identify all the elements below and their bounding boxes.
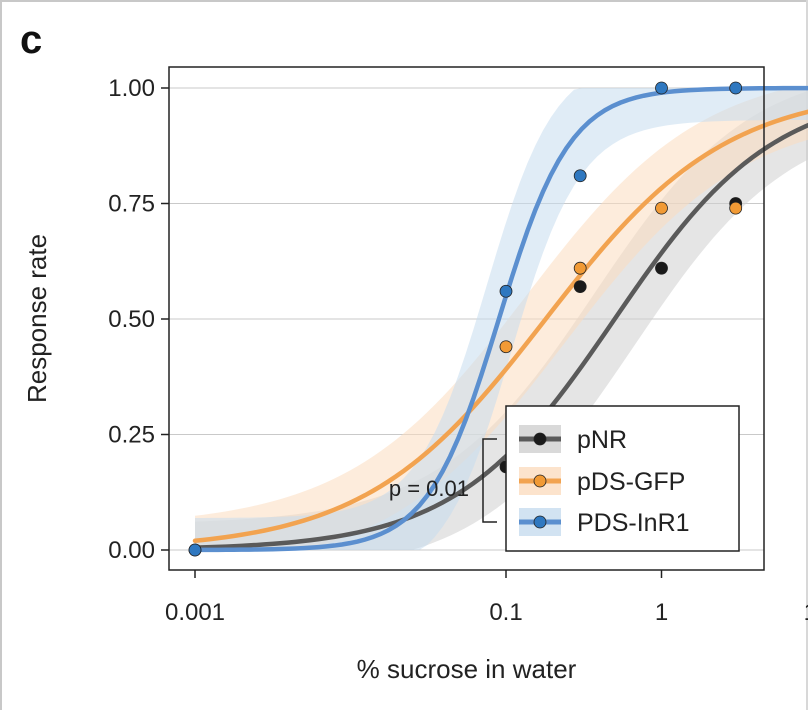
x-tick-label: 10: [804, 599, 808, 626]
frame-right-border: [806, 0, 808, 710]
legend-marker: [533, 515, 547, 529]
y-tick-label: 0.25: [108, 422, 155, 449]
significance-bracket: [482, 438, 497, 523]
x-tick-label: 0.1: [489, 599, 522, 626]
y-tick-label: 0.75: [108, 191, 155, 218]
data-point: [573, 169, 587, 183]
confidence-band: [195, 88, 808, 550]
legend-label: pNR: [577, 426, 627, 454]
data-point: [655, 261, 668, 275]
y-tick-label: 0.50: [108, 306, 155, 333]
data-point: [655, 201, 668, 215]
confidence-band: [195, 88, 808, 550]
frame-left-border: [0, 0, 2, 710]
data-point: [729, 201, 743, 215]
y-tick-label: 0.00: [108, 537, 155, 564]
y-axis-ticks: 0.00 0.25 0.50 0.75 1.00: [108, 75, 169, 564]
p-value-label: p = 0.01: [389, 476, 469, 501]
data-point: [499, 284, 513, 298]
legend-marker: [533, 432, 547, 446]
x-tick-label: 0.001: [165, 599, 225, 626]
y-tick-label: 1.00: [108, 75, 155, 102]
legend-label: PDS-InR1: [577, 509, 690, 537]
data-point: [655, 81, 668, 95]
significance-annotation: p = 0.01: [389, 438, 497, 523]
data-points: [188, 81, 743, 557]
legend-marker: [533, 474, 547, 488]
data-point: [499, 340, 513, 354]
x-axis-ticks: 0.001 0.1 1 10: [165, 570, 808, 626]
legend: pNR pDS-GFP PDS-InR1: [505, 405, 740, 552]
fit-curve: [192, 85, 808, 553]
data-point: [188, 543, 202, 557]
data-point: [573, 280, 587, 294]
legend-label: pDS-GFP: [577, 468, 685, 496]
data-point: [729, 81, 743, 95]
y-axis-label: Response rate: [22, 234, 52, 403]
data-point: [573, 261, 587, 275]
frame-top-border: [0, 0, 808, 2]
panel-label: c: [20, 18, 43, 62]
fit-curve: [192, 109, 808, 544]
x-axis-label: % sucrose in water: [357, 654, 577, 684]
x-tick-label: 1: [655, 599, 668, 626]
